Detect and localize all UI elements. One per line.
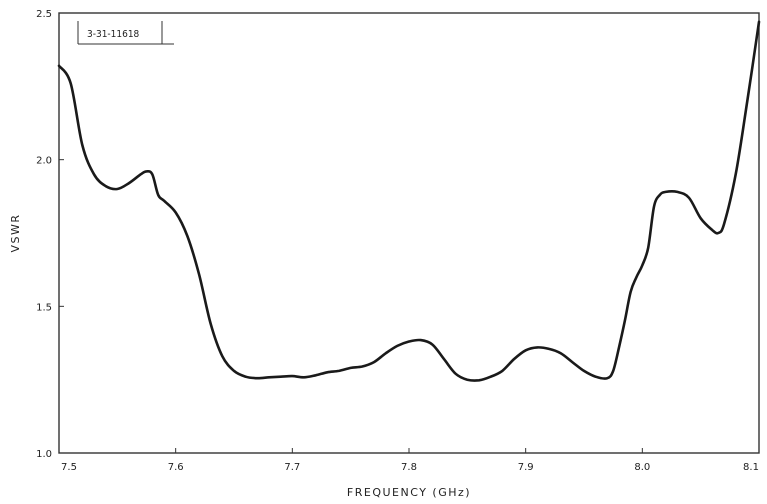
x-tick-label: 7.6 bbox=[168, 462, 184, 473]
x-tick-label: 8.1 bbox=[743, 462, 759, 473]
x-tick-label: 7.7 bbox=[284, 462, 300, 473]
y-tick-label: 1.0 bbox=[36, 449, 52, 460]
y-tick-label: 2.0 bbox=[36, 156, 52, 167]
vswr-series-line bbox=[57, 20, 761, 382]
plot-frame bbox=[58, 12, 760, 454]
x-tick-label: 7.5 bbox=[61, 462, 77, 473]
y-axis-label: VSWR bbox=[9, 213, 22, 252]
figure-id-text: 3-31-11618 bbox=[87, 29, 140, 40]
figure-id-box: 3-31-11618 bbox=[77, 21, 174, 45]
x-tick-label: 8.0 bbox=[634, 462, 650, 473]
y-tick-label: 1.5 bbox=[36, 302, 52, 313]
x-axis-ticks: 7.5 7.6 7.7 7.8 7.9 8.0 8.1 bbox=[58, 448, 760, 473]
x-axis-label: FREQUENCY (GHz) bbox=[347, 486, 471, 499]
x-tick-label: 7.8 bbox=[401, 462, 417, 473]
x-tick-label: 7.9 bbox=[518, 462, 534, 473]
y-tick-label: 2.5 bbox=[36, 9, 52, 20]
y-axis-ticks: 1.0 1.5 2.0 2.5 bbox=[36, 9, 64, 460]
